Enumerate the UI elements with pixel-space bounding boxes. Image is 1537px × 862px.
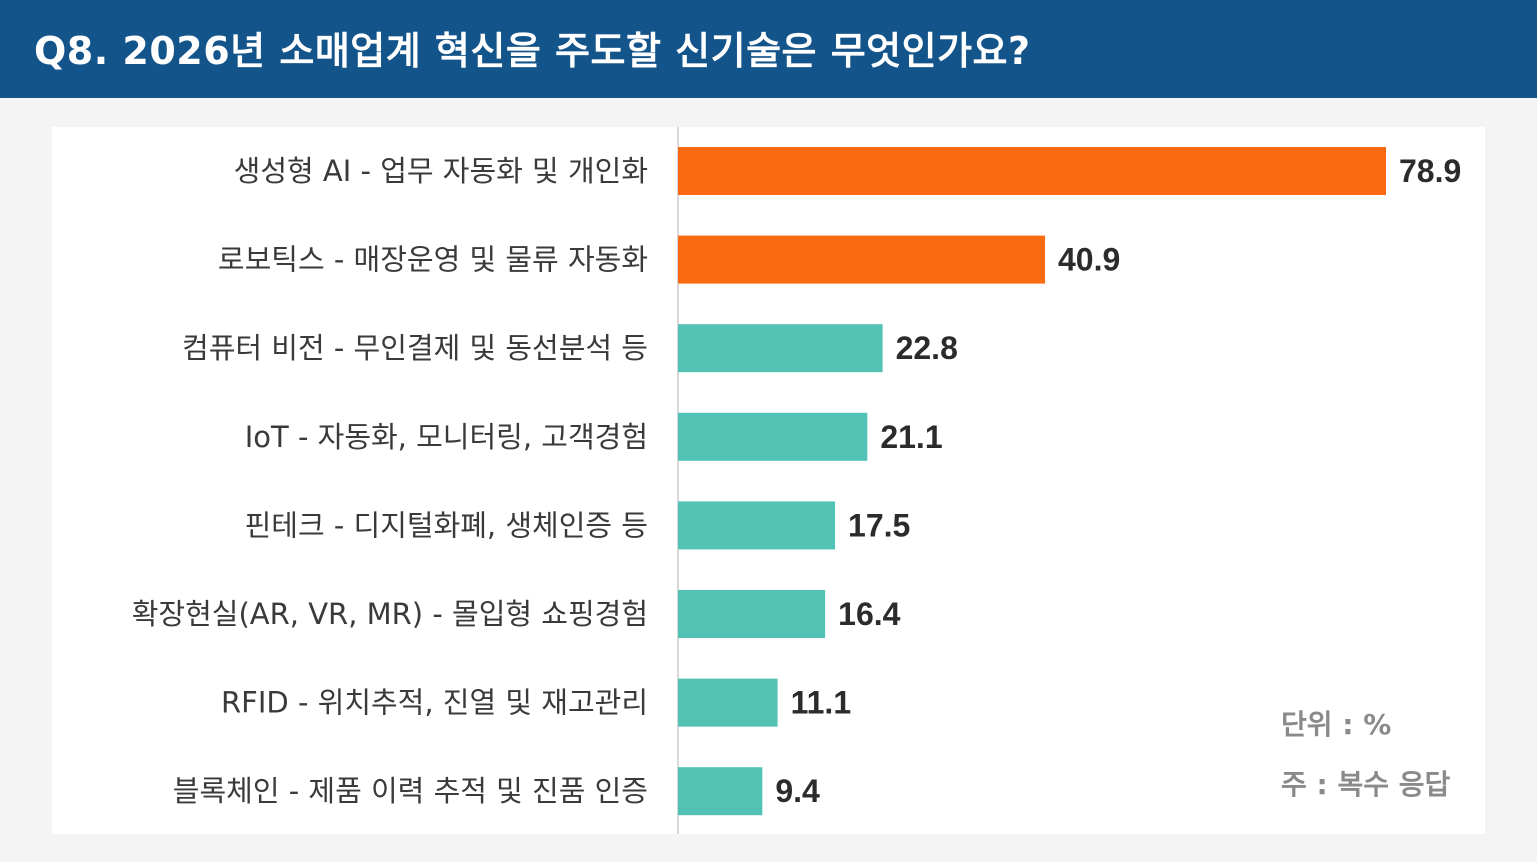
category-label-6: 확장현실(AR, VR, MR) - 몰입형 쇼핑경험: [132, 597, 648, 631]
value-label-4: 21.1: [880, 419, 942, 455]
bar-4: [678, 412, 868, 461]
value-label-2: 40.9: [1058, 242, 1120, 278]
category-label-1: 생성형 AI - 업무 자동화 및 개인화: [234, 154, 648, 188]
value-label-8: 9.4: [775, 773, 820, 809]
value-label-3: 22.8: [896, 330, 958, 366]
bar-3: [678, 324, 883, 373]
bar-2: [678, 235, 1046, 284]
category-label-2: 로보틱스 - 매장운영 및 물류 자동화: [218, 243, 648, 277]
bar-5: [678, 501, 836, 550]
category-label-5: 핀테크 - 디지털화폐, 생체인증 등: [245, 508, 648, 542]
header-bar: Q8. 2026년 소매업계 혁신을 주도할 신기술은 무엇인가요?: [0, 0, 1537, 98]
bar-8: [678, 767, 763, 816]
bar-6: [678, 590, 826, 638]
value-label-6: 16.4: [838, 596, 900, 632]
category-label-8: 블록체인 - 제품 이력 추적 및 진품 인증: [173, 774, 648, 808]
unit-note: 단위 : %: [1281, 708, 1392, 741]
value-label-1: 78.9: [1399, 153, 1461, 189]
chart-panel: 생성형 AI - 업무 자동화 및 개인화 78.9 로보틱스 - 매장운영 및 물…: [52, 127, 1485, 834]
category-label-4: IoT - 자동화, 모니터링, 고객경험: [245, 420, 648, 454]
category-label-3: 컴퓨터 비전 - 무인결제 및 동선분석 등: [182, 331, 648, 365]
bar-chart: 생성형 AI - 업무 자동화 및 개인화 78.9 로보틱스 - 매장운영 및 물…: [132, 127, 1461, 834]
bar-1: [678, 147, 1386, 195]
multi-response-note: 주 : 복수 응답: [1281, 768, 1451, 801]
page-title: Q8. 2026년 소매업계 혁신을 주도할 신기술은 무엇인가요?: [34, 29, 1031, 73]
category-label-7: RFID - 위치추적, 진열 및 재고관리: [221, 686, 648, 720]
value-label-5: 17.5: [848, 507, 910, 543]
value-label-7: 11.1: [791, 685, 852, 721]
bar-7: [678, 678, 778, 727]
